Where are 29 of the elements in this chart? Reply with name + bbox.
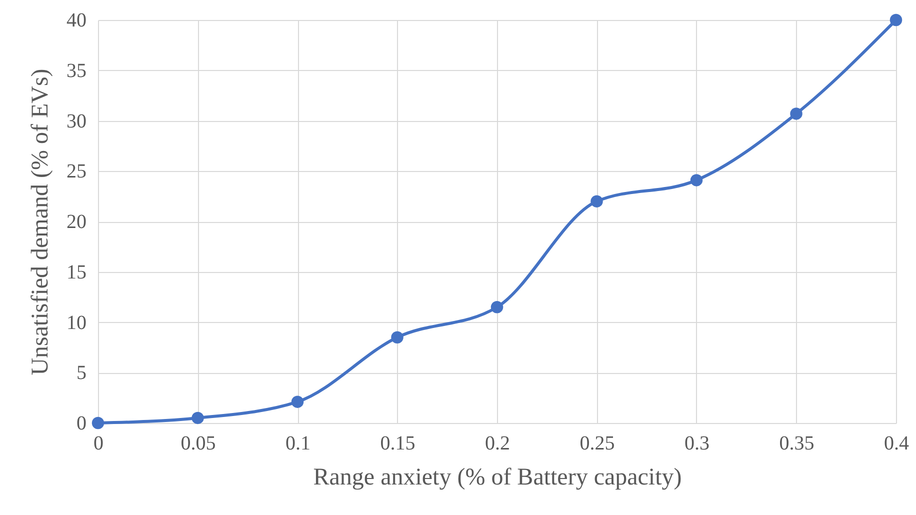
y-tick-label: 20 [66, 211, 86, 233]
x-tick-label: 0.25 [580, 432, 615, 454]
point [490, 301, 504, 314]
x-tick-label: 0.3 [684, 432, 710, 454]
x-tick-label: 0 [94, 432, 104, 454]
point [590, 195, 603, 208]
point [790, 108, 802, 120]
point [291, 396, 304, 408]
x-tick-label: 0.1 [286, 432, 310, 454]
x-axis-title: Range anxiety (% of Battery capacity) [313, 464, 682, 490]
x-tick-label: 0.4 [884, 432, 909, 454]
point [391, 331, 404, 344]
y-tick-label: 0 [76, 412, 86, 434]
y-tick-label: 35 [66, 60, 86, 82]
point [890, 14, 902, 26]
point [690, 174, 703, 186]
y-tick-label: 5 [76, 362, 86, 384]
y-tick-label: 25 [66, 160, 86, 183]
y-tick-label: 10 [66, 312, 86, 334]
y-tick-label: 30 [66, 110, 86, 132]
y-axis-title: Unsatisfied demand (% of EVs) [28, 68, 54, 376]
point [192, 412, 204, 424]
x-tick-label: 0.2 [485, 432, 510, 454]
point [92, 416, 104, 430]
x-tick-label: 0.05 [180, 432, 216, 454]
x-tick-label: 0.35 [779, 432, 814, 454]
y-tick-label: 40 [66, 10, 86, 32]
x-tick-label: 0.15 [380, 432, 416, 454]
y-tick-label: 15 [66, 261, 86, 284]
